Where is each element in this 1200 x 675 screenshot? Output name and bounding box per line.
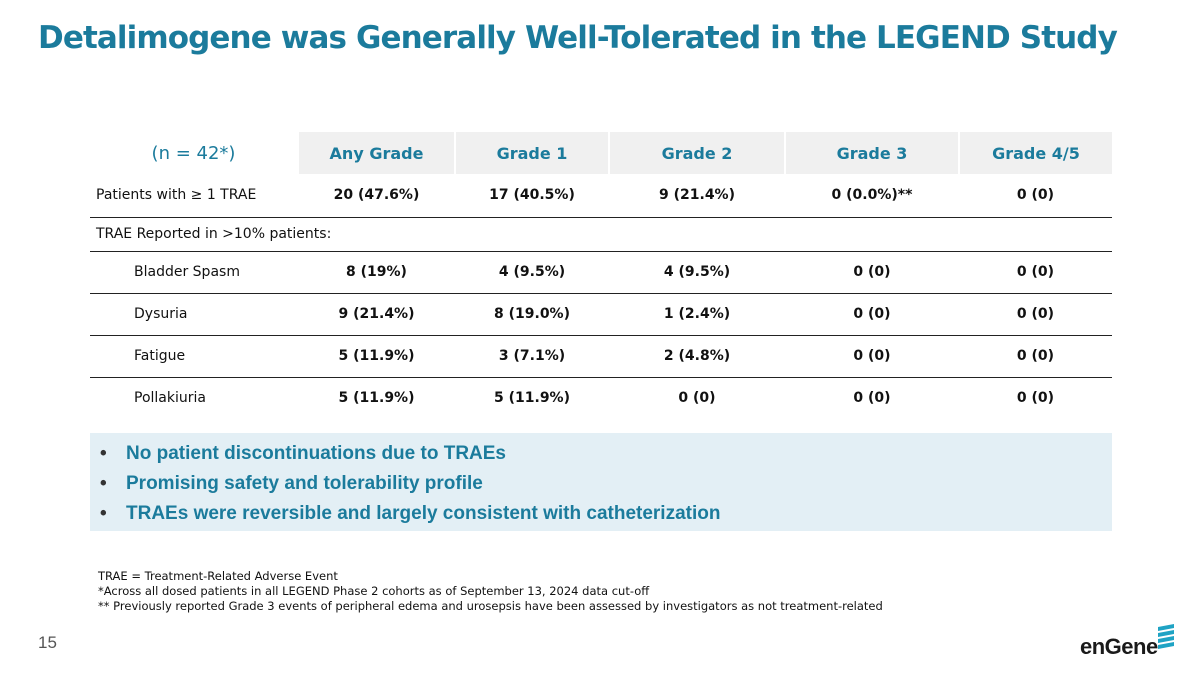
bullet-text: No patient discontinuations due to TRAEs: [126, 443, 506, 464]
cell: 0 (0): [678, 390, 716, 407]
cell: 0 (0): [785, 335, 959, 378]
bullet-item: • No patient discontinuations due to TRAE…: [100, 443, 506, 464]
cell: 20 (47.6%): [298, 174, 455, 218]
column-header: Grade 3: [784, 132, 959, 174]
logo-text: enGene: [1080, 634, 1158, 659]
table-row: Pollakiuria 5 (11.9%) 5 (11.9%) 0 (0) 0 (0) 0…: [90, 377, 1112, 419]
cell: 0 (0): [959, 335, 1112, 378]
key-points-box: • No patient discontinuations due to TRAE…: [90, 433, 1112, 531]
bullet-item: • Promising safety and tolerability profi…: [100, 473, 483, 494]
page-number: 15: [38, 633, 57, 652]
cell: 0 (0): [785, 251, 959, 294]
section-row: TRAE Reported in >10% patients:: [90, 217, 1112, 252]
footnotes: TRAE = Treatment-Related Adverse Event *…: [98, 569, 883, 614]
cell: 4 (9.5%): [455, 251, 609, 294]
section-label: TRAE Reported in >10% patients:: [90, 217, 1112, 252]
cell: 5 (11.9%): [298, 335, 455, 378]
cell: 0 (0): [959, 293, 1112, 336]
cell: 9 (21.4%): [609, 174, 785, 218]
cell: 0 (0.0%)**: [785, 174, 959, 218]
table-row: Fatigue 5 (11.9%) 3 (7.1%) 2 (4.8%) 0 (0) 0 (…: [90, 335, 1112, 378]
column-header: Any Grade: [297, 132, 455, 174]
footnote: *Across all dosed patients in all LEGEND…: [98, 584, 650, 598]
row-label: Dysuria: [90, 293, 298, 336]
table-row: Dysuria 9 (21.4%) 8 (19.0%) 1 (2.4%) 0 (0) 0 …: [90, 293, 1112, 336]
cell: 5 (11.9%): [338, 390, 415, 407]
engene-logo: enGene: [1080, 624, 1180, 659]
column-header: Grade 4/5: [958, 132, 1112, 174]
cell: 4 (9.5%): [609, 251, 785, 294]
footnote: ** Previously reported Grade 3 events of…: [98, 599, 883, 613]
cell: 0 (0): [853, 390, 891, 407]
cell: 3 (7.1%): [455, 335, 609, 378]
column-header: Grade 2: [608, 132, 785, 174]
cell: 0 (0): [959, 251, 1112, 294]
cell: 17 (40.5%): [455, 174, 609, 218]
n-label: (n = 42*): [90, 132, 298, 174]
cell: 2 (4.8%): [609, 335, 785, 378]
bullet-text: TRAEs were reversible and largely consis…: [126, 503, 721, 524]
cell: 1 (2.4%): [609, 293, 785, 336]
table-row: Bladder Spasm 8 (19%) 4 (9.5%) 4 (9.5%) 0 (0…: [90, 251, 1112, 294]
cell: 9 (21.4%): [298, 293, 455, 336]
cell: 8 (19%): [298, 251, 455, 294]
row-label: Pollakiuria: [134, 390, 206, 407]
slide-title: Detalimogene was Generally Well-Tolerate…: [38, 20, 1118, 56]
row-label: Bladder Spasm: [90, 251, 298, 294]
bullet-text: Promising safety and tolerability profil…: [126, 473, 483, 494]
table-row-total: Patients with ≥ 1 TRAE 20 (47.6%) 17 (40…: [90, 174, 1112, 218]
row-label: Fatigue: [90, 335, 298, 378]
logo-stripes-icon: [1158, 624, 1174, 649]
cell: 0 (0): [1016, 390, 1055, 407]
bullet-item: • TRAEs were reversible and largely consi…: [100, 503, 721, 524]
trae-table: (n = 42*) Any Grade Grade 1 Grade 2 Grad…: [90, 132, 1112, 419]
column-header: Grade 1: [454, 132, 609, 174]
cell: 0 (0): [785, 293, 959, 336]
cell: 8 (19.0%): [455, 293, 609, 336]
row-label: Patients with ≥ 1 TRAE: [90, 174, 298, 218]
cell: 0 (0): [959, 174, 1112, 218]
table-header-row: (n = 42*) Any Grade Grade 1 Grade 2 Grad…: [90, 132, 1112, 174]
cell: 5 (11.9%): [494, 390, 570, 407]
footnote: TRAE = Treatment-Related Adverse Event: [98, 569, 338, 583]
